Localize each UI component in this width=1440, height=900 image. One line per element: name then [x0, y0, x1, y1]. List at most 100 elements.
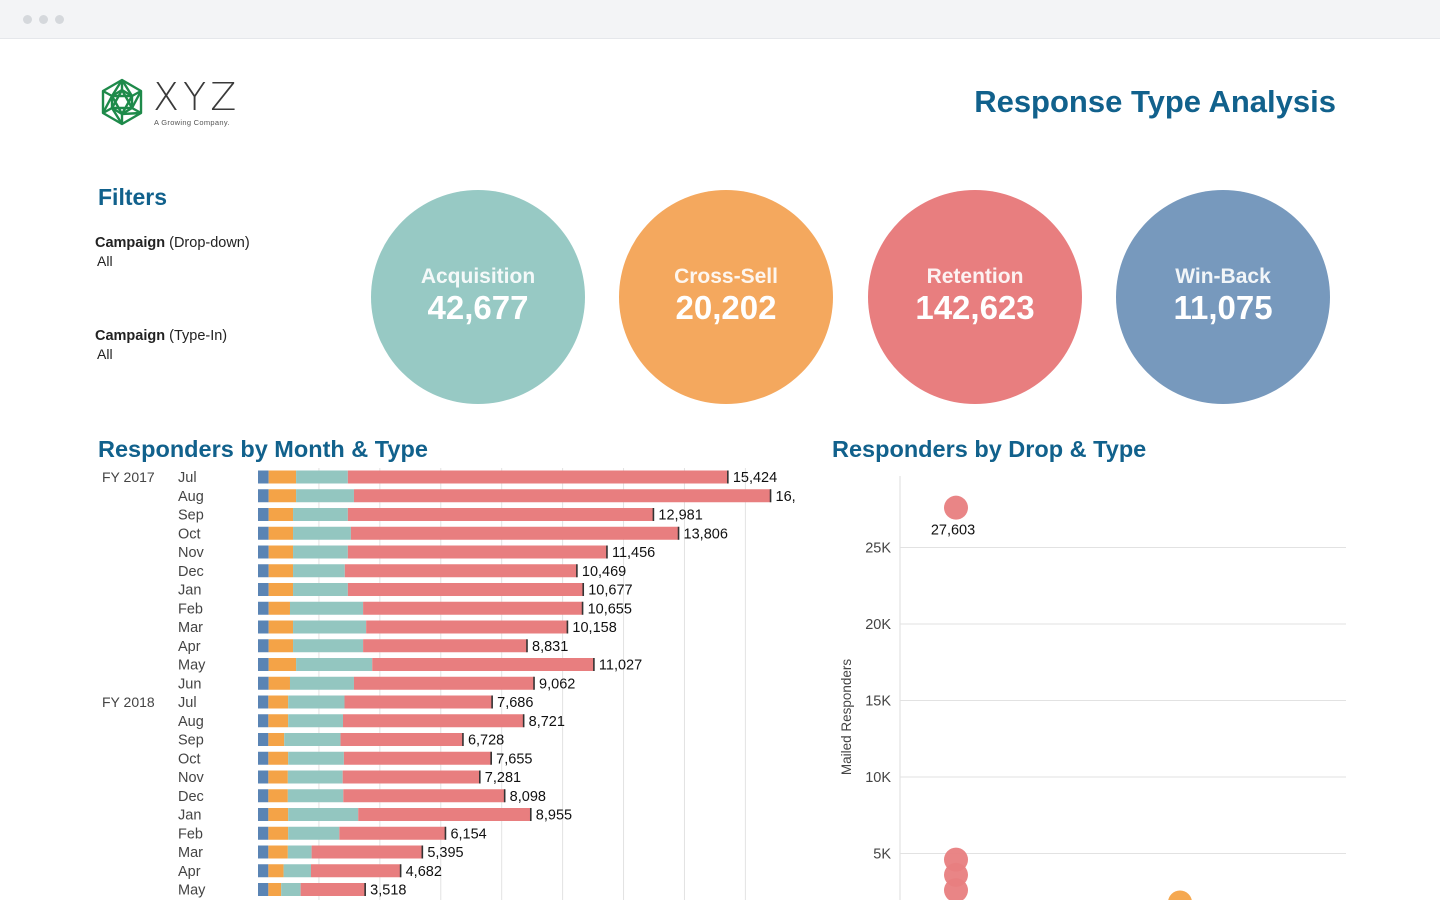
- bar-segment-win-back: [258, 676, 269, 690]
- bar-segment-cross-sell: [268, 733, 285, 746]
- bar-segment-retention: [366, 620, 568, 634]
- bar-segment-retention: [347, 545, 607, 559]
- bar-segment-retention: [311, 864, 401, 878]
- bar-segment-acquisition: [288, 751, 344, 765]
- month-tick-label: Jan: [178, 808, 201, 824]
- fiscal-year-label: FY 2018: [102, 694, 155, 710]
- bar-segment-acquisition: [296, 470, 348, 484]
- logo-tagline: A Growing Company.: [154, 118, 230, 127]
- bar-segment-win-back: [258, 826, 269, 840]
- bar-segment-retention: [372, 658, 594, 671]
- bar-segment-cross-sell: [268, 601, 290, 615]
- y-tick-label: 15K: [865, 694, 891, 710]
- fiscal-year-label: FY 2017: [102, 469, 155, 485]
- bar-segment-win-back: [258, 583, 269, 596]
- month-tick-label: Nov: [178, 770, 205, 786]
- kpi-cross-sell-value: 20,202: [675, 289, 777, 326]
- bar-segment-retention: [311, 845, 423, 859]
- kpi-win-back[interactable]: Win-Back 11,075: [1116, 190, 1330, 404]
- window-close-dot[interactable]: [23, 15, 32, 24]
- window-maximize-dot[interactable]: [55, 15, 64, 24]
- bar-segment-win-back: [258, 789, 269, 803]
- bar-segment-win-back: [258, 658, 269, 671]
- bar-total-label: 11,027: [599, 658, 642, 674]
- kpi-retention-value: 142,623: [915, 289, 1035, 326]
- bar-segment-cross-sell: [268, 508, 294, 521]
- campaign-dropdown-filter[interactable]: Campaign (Drop-down) All: [95, 235, 250, 269]
- bar-segment-retention: [358, 808, 531, 821]
- y-tick-label: 10K: [865, 770, 891, 786]
- month-tick-label: Oct: [178, 526, 201, 542]
- month-tick-label: May: [178, 883, 206, 899]
- campaign-typein-filter[interactable]: Campaign (Type-In) All: [95, 328, 227, 362]
- kpi-acquisition-label: Acquisition: [420, 265, 536, 288]
- bar-total-label: 6,154: [450, 826, 486, 842]
- bar-segment-cross-sell: [268, 676, 290, 690]
- kpi-cross-sell[interactable]: Cross-Sell 20,202: [619, 190, 833, 404]
- bar-segment-acquisition: [288, 826, 340, 840]
- y-axis-label: Mailed Responders: [839, 659, 854, 776]
- bar-segment-acquisition: [289, 676, 354, 690]
- bar-segment-win-back: [258, 883, 269, 896]
- bar-segment-win-back: [258, 695, 269, 709]
- y-tick-label: 5K: [873, 847, 891, 863]
- campaign-dropdown-value[interactable]: All: [97, 253, 113, 269]
- page-title: Response Type Analysis: [974, 84, 1336, 119]
- bar-segment-acquisition: [288, 714, 343, 728]
- bar-segment-win-back: [258, 508, 269, 521]
- month-tick-label: Oct: [178, 751, 201, 767]
- bar-segment-win-back: [258, 751, 269, 765]
- kpi-retention[interactable]: Retention 142,623: [868, 190, 1082, 404]
- bar-segment-acquisition: [293, 545, 348, 559]
- scatter-point-retention: [944, 495, 968, 520]
- campaign-typein-value[interactable]: All: [97, 346, 113, 362]
- bar-segment-win-back: [258, 808, 269, 821]
- bar-segment-win-back: [258, 770, 269, 784]
- bar-total-label: 9,062: [539, 676, 575, 692]
- bar-total-label: 10,158: [572, 620, 616, 636]
- bar-total-label: 7,686: [497, 695, 533, 711]
- bar-segment-retention: [347, 583, 584, 596]
- bar-segment-cross-sell: [268, 545, 294, 559]
- bar-segment-acquisition: [287, 845, 312, 859]
- bar-segment-acquisition: [281, 883, 301, 896]
- bar-segment-acquisition: [287, 770, 343, 784]
- bar-total-label: 8,831: [532, 639, 568, 655]
- bar-segment-acquisition: [293, 526, 351, 540]
- bar-segment-win-back: [258, 620, 269, 634]
- month-tick-label: Dec: [178, 789, 204, 805]
- bar-segment-retention: [342, 770, 480, 784]
- bar-segment-acquisition: [288, 695, 345, 709]
- bar-segment-acquisition: [293, 583, 348, 596]
- month-tick-label: Feb: [178, 826, 203, 842]
- window-minimize-dot[interactable]: [39, 15, 48, 24]
- month-tick-label: Sep: [178, 733, 204, 749]
- bar-total-label: 4,682: [406, 864, 442, 880]
- bar-segment-retention: [300, 883, 366, 896]
- bar-segment-cross-sell: [268, 789, 288, 803]
- bar-chart-title: Responders by Month & Type: [98, 436, 428, 462]
- bar-segment-cross-sell: [268, 695, 289, 709]
- bar-segment-win-back: [258, 564, 269, 578]
- month-tick-label: Aug: [178, 489, 204, 505]
- bar-segment-win-back: [258, 601, 269, 615]
- bar-segment-win-back: [258, 470, 269, 484]
- bar-segment-win-back: [258, 639, 269, 653]
- bar-segment-acquisition: [288, 808, 359, 821]
- bar-segment-retention: [344, 695, 493, 709]
- bar-total-label: 8,098: [510, 789, 546, 805]
- bar-segment-acquisition: [296, 658, 373, 671]
- bar-segment-retention: [350, 526, 679, 540]
- bar-segment-retention: [347, 470, 728, 484]
- bar-segment-acquisition: [289, 601, 364, 615]
- bar-total-label: 13,806: [684, 526, 728, 542]
- responders-by-month-chart: FY 2017 Jul 15,424 Aug 16,826 Sep 12,981 Oct 13,…: [102, 468, 795, 900]
- bar-segment-cross-sell: [268, 883, 282, 896]
- bar-segment-acquisition: [287, 789, 344, 803]
- bar-segment-retention: [363, 601, 583, 615]
- bar-segment-acquisition: [293, 564, 345, 578]
- kpi-acquisition[interactable]: Acquisition 42,677: [371, 190, 585, 404]
- month-tick-label: Mar: [178, 620, 203, 636]
- geodesic-sphere-icon: [101, 78, 143, 126]
- bar-segment-retention: [363, 639, 528, 653]
